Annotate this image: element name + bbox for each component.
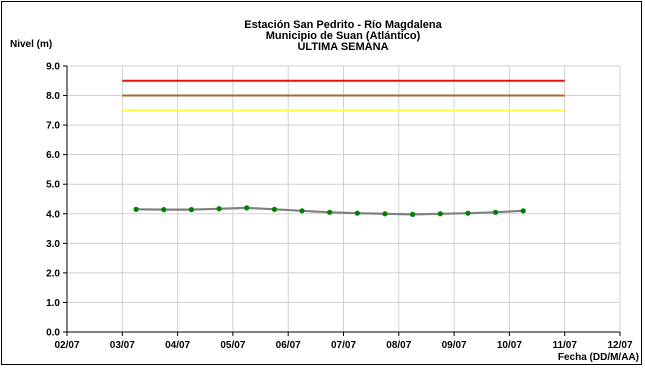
data-point (161, 207, 167, 213)
chart-title: Estación San Pedrito - Río Magdalena Mun… (244, 19, 442, 53)
axes (63, 65, 621, 336)
tick-labels: 0.0 1.0 2.0 3.0 4.0 5.0 6.0 7.0 8.0 9.0 02/07 03/07… (46, 62, 633, 352)
y-tick-label: 4.0 (46, 209, 60, 220)
x-tick-label: 04/07 (165, 340, 190, 351)
x-tick-label: 08/07 (386, 340, 411, 351)
y-tick-label: 3.0 (46, 239, 60, 250)
y-tick-label: 1.0 (46, 298, 60, 309)
y-tick-label: 5.0 (46, 180, 60, 191)
data-point (492, 209, 499, 215)
y-tick-label: 9.0 (46, 62, 60, 73)
x-tick-label: 07/07 (331, 340, 356, 351)
y-axis-title: Nivel (m) (10, 39, 52, 50)
data-point (327, 209, 333, 215)
data-point (216, 206, 222, 212)
x-tick-label: 10/07 (497, 340, 522, 351)
chart-title-line-2: Municipio de Suan (Atlántico) (266, 30, 421, 42)
y-tick-label: 8.0 (46, 91, 60, 102)
y-tick-label: 6.0 (46, 150, 60, 161)
data-point (437, 211, 443, 217)
x-tick-label: 02/07 (54, 340, 79, 351)
data-point (354, 210, 360, 216)
x-tick-label: 11/07 (552, 340, 577, 351)
data-point (520, 208, 526, 214)
y-tick-label: 0.0 (46, 328, 60, 339)
reference-lines (122, 79, 565, 112)
y-tick-label: 7.0 (46, 121, 60, 132)
data-point (133, 206, 139, 212)
x-tick-label: 05/07 (220, 340, 245, 351)
data-point (244, 205, 250, 211)
y-tick-label: 2.0 (46, 268, 60, 279)
chart-title-line-1: Estación San Pedrito - Río Magdalena (244, 19, 442, 31)
x-tick-label: 09/07 (442, 340, 467, 351)
data-point (271, 206, 277, 212)
data-point (465, 210, 471, 216)
data-point (299, 208, 305, 214)
data-point (382, 211, 388, 217)
series-layer (133, 205, 526, 217)
data-point (188, 207, 195, 213)
chart-title-line-3: ULTIMA SEMANA (297, 41, 388, 53)
data-point (410, 211, 416, 217)
x-tick-label: 03/07 (110, 340, 135, 351)
grid-layer (67, 65, 621, 332)
x-tick-label: 06/07 (276, 340, 301, 351)
x-tick-label: 12/07 (607, 340, 632, 351)
x-axis-title: Fecha (DD/M/AA) (558, 352, 639, 363)
